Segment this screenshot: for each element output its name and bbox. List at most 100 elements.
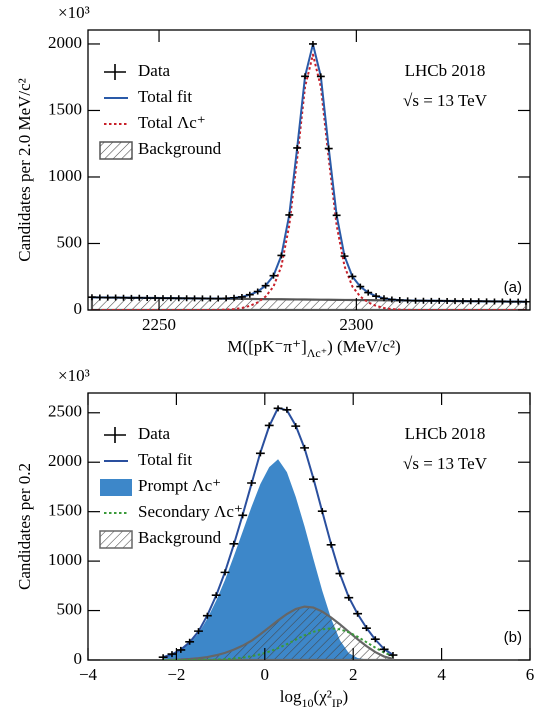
- data-point: [229, 540, 239, 547]
- data-point: [316, 73, 325, 80]
- y-axis-label: Candidates per 0.2: [15, 463, 34, 590]
- data-point: [167, 651, 177, 658]
- data-point: [151, 295, 160, 302]
- data-point: [285, 211, 294, 218]
- experiment-label: LHCb 2018: [405, 61, 486, 80]
- data-point: [379, 646, 389, 653]
- data-point: [474, 298, 483, 305]
- x-axis-label-part: log: [280, 687, 302, 706]
- data-point: [482, 298, 491, 305]
- data-point: [411, 297, 420, 304]
- data-point: [211, 592, 221, 599]
- data-point: [309, 40, 317, 47]
- hatched-area: [90, 296, 528, 310]
- data-point: [506, 298, 515, 305]
- data-point: [387, 296, 396, 303]
- fit-line: [91, 43, 527, 303]
- y-tick-label: 1000: [48, 550, 82, 569]
- x-axis-label: M([pK⁻π⁺]Λc⁺) (MeV/c²): [227, 337, 400, 360]
- legend-symbol: [100, 479, 132, 496]
- y-tick-label: 500: [57, 232, 83, 251]
- x-tick-label: 2: [349, 665, 358, 684]
- data-point: [95, 294, 104, 301]
- data-point: [238, 512, 248, 519]
- y-tick-label: 500: [57, 599, 83, 618]
- data-point: [301, 73, 309, 80]
- data-point: [237, 293, 246, 300]
- x-axis-label-part: ): [343, 687, 349, 706]
- area: [163, 459, 393, 660]
- panel-label: (b): [504, 629, 522, 646]
- y-tick-label: 2500: [48, 402, 82, 421]
- legend-label: Background: [138, 528, 222, 547]
- data-point: [348, 273, 357, 280]
- data-point: [222, 295, 231, 302]
- data-point: [127, 294, 136, 301]
- data-point: [427, 297, 436, 304]
- data-point: [340, 253, 349, 260]
- data-point: [245, 291, 254, 298]
- legend-symbol: [104, 64, 126, 80]
- data-point: [370, 636, 380, 643]
- x-axis-label-part: Λc⁺: [307, 346, 327, 360]
- data-point: [135, 294, 144, 301]
- data-point: [273, 405, 283, 412]
- data-point: [458, 298, 467, 305]
- legend-symbol: [99, 141, 133, 160]
- x-tick-label: 2300: [339, 315, 373, 334]
- data-point: [143, 295, 152, 302]
- data-point: [261, 282, 270, 289]
- data-point: [198, 295, 207, 302]
- data-point: [185, 638, 195, 645]
- y-tick-label: 0: [74, 649, 83, 668]
- data-point: [253, 288, 262, 295]
- data-point: [324, 145, 333, 152]
- data-point: [247, 479, 256, 486]
- x-axis-label-part: (χ²: [314, 687, 332, 706]
- data-point: [214, 295, 223, 302]
- data-point: [264, 422, 274, 429]
- data-point: [362, 625, 371, 632]
- legend-label: Prompt Λc⁺: [138, 476, 221, 495]
- data-point: [206, 295, 215, 302]
- data-point: [111, 294, 120, 301]
- legend-symbol: [99, 530, 133, 549]
- x-axis-label-part: IP: [332, 696, 343, 710]
- data-point: [435, 297, 444, 304]
- legend-label: Secondary Λc⁺: [138, 502, 243, 521]
- data-point: [182, 295, 191, 302]
- experiment-label: LHCb 2018: [405, 424, 486, 443]
- data-point: [317, 508, 327, 515]
- data-point: [269, 272, 278, 279]
- data-point: [309, 476, 318, 483]
- data-point: [202, 612, 212, 619]
- data-point: [335, 570, 345, 577]
- data-point: [220, 569, 230, 576]
- data-point: [176, 646, 186, 653]
- data-point: [158, 654, 168, 660]
- legend-symbol: [104, 427, 126, 443]
- y-tick-label: 2000: [48, 451, 82, 470]
- data-point: [403, 297, 412, 304]
- data-point: [293, 144, 302, 151]
- data-point: [372, 293, 381, 300]
- data-point: [388, 652, 398, 659]
- data-point: [326, 541, 336, 548]
- data-point: [522, 298, 530, 305]
- legend-label: Data: [138, 61, 171, 80]
- legend-label: Total Λc⁺: [138, 113, 206, 132]
- y-multiplier: ×10³: [58, 3, 90, 22]
- x-tick-label: 2250: [142, 315, 176, 334]
- dotted-line: [163, 627, 394, 660]
- legend-label: Data: [138, 424, 171, 443]
- data-point: [300, 444, 309, 451]
- data-point: [230, 294, 238, 301]
- x-axis-label-part: M([pK⁻π⁺]: [227, 337, 306, 356]
- legend-label: Total fit: [138, 450, 192, 469]
- hatched-area: [163, 605, 395, 660]
- data-point: [443, 297, 452, 304]
- y-multiplier: ×10³: [58, 366, 90, 385]
- data-point: [395, 297, 404, 304]
- legend-label: Total fit: [138, 87, 192, 106]
- data-point: [380, 295, 388, 302]
